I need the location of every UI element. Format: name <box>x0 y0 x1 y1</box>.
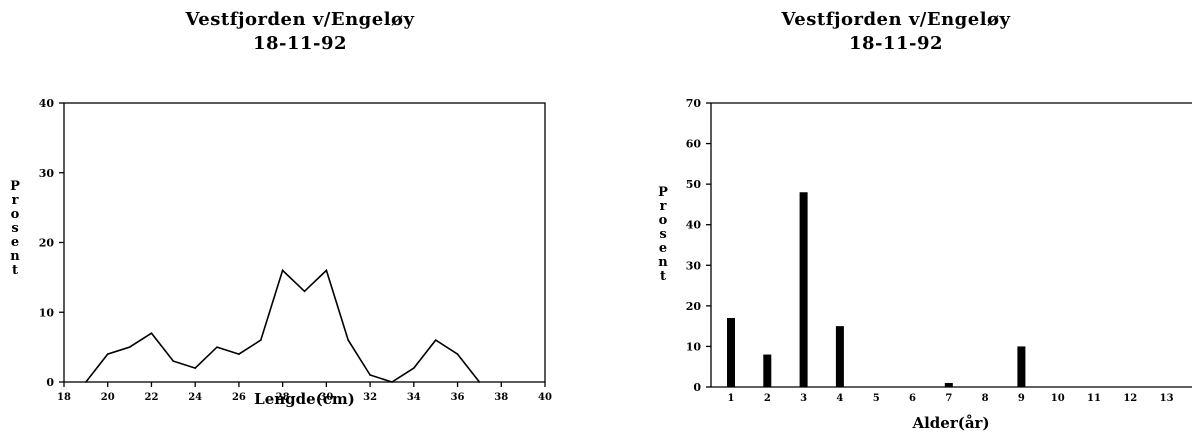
plot-frame <box>63 102 546 383</box>
y-axis-label-char: P <box>658 185 668 200</box>
data-point <box>347 339 350 341</box>
y-tick-label: 10 <box>686 340 702 353</box>
x-tick-label: 11 <box>1087 393 1101 404</box>
chart-title-line1: Vestfjorden v/Engeløy <box>781 9 1011 30</box>
data-point <box>128 346 131 348</box>
y-axis-label-char: o <box>659 213 668 228</box>
x-tick-label: 4 <box>836 393 843 404</box>
chart-title-line1: Vestfjorden v/Engeløy <box>185 9 415 30</box>
x-tick-label: 28 <box>276 392 290 403</box>
x-tick-label: 3 <box>800 393 807 404</box>
data-point <box>106 353 109 355</box>
data-point <box>456 353 459 355</box>
y-axis-label-char: P <box>10 179 20 194</box>
y-axis-label-char: s <box>659 227 666 242</box>
bar <box>944 382 953 387</box>
data-point <box>325 269 328 272</box>
y-tick-label: 10 <box>39 306 55 319</box>
y-axis-label-char: e <box>659 241 667 256</box>
y-tick-label: 40 <box>39 97 55 110</box>
x-axis-label: Lengde(cm) <box>254 390 355 408</box>
x-tick-label: 8 <box>982 393 989 404</box>
x-tick-label: 12 <box>1123 393 1137 404</box>
y-axis-label-char: e <box>11 235 19 250</box>
data-point <box>216 346 218 348</box>
y-axis-label-char: r <box>660 199 667 214</box>
y-axis-label-char: r <box>12 193 19 208</box>
y-tick-label: 20 <box>39 237 55 250</box>
data-point <box>238 353 240 355</box>
y-tick-label: 0 <box>693 381 701 394</box>
y-tick-label: 20 <box>686 300 702 313</box>
bar <box>1017 346 1026 387</box>
y-axis-label-char: n <box>10 249 20 264</box>
x-tick-label: 2 <box>764 393 771 404</box>
x-tick-label: 18 <box>57 392 71 403</box>
data-point <box>281 269 284 272</box>
x-axis-label: Alder(år) <box>911 414 989 432</box>
bar <box>799 192 808 387</box>
chart-title-line2: 18-11-92 <box>848 33 944 54</box>
x-tick-label: 30 <box>319 392 333 403</box>
x-tick-label: 36 <box>451 392 465 403</box>
x-tick-label: 26 <box>232 392 246 403</box>
data-point <box>259 339 262 341</box>
x-tick-label: 32 <box>363 392 377 403</box>
x-tick-label: 22 <box>144 392 158 403</box>
data-point <box>413 367 415 369</box>
data-point <box>478 381 481 383</box>
data-point <box>434 339 437 341</box>
x-tick-label: 9 <box>1018 393 1025 404</box>
x-tick-label: 20 <box>101 392 115 403</box>
y-axis-label-char: o <box>11 207 20 222</box>
y-tick-label: 0 <box>46 376 54 389</box>
data-point <box>391 381 393 383</box>
length-chart-panel: Vestfjorden v/Engeløy 18-11-92 0 10 20 30 40… <box>10 9 552 408</box>
length-line-chart: 0 10 20 30 40 18 20 22 24 26 28 30 32 34 36 38 40 Lengde(… <box>10 97 552 408</box>
y-tick-label: 30 <box>686 259 702 272</box>
data-point <box>172 360 175 362</box>
x-tick-label: 34 <box>407 392 421 403</box>
x-tick-label: 1 <box>728 393 735 404</box>
x-tick-label: 10 <box>1051 393 1065 404</box>
series-line <box>85 268 481 383</box>
x-tick-label: 24 <box>188 392 202 403</box>
y-tick-label: 70 <box>686 97 702 110</box>
data-point <box>303 290 306 293</box>
y-axis-label-char: t <box>660 269 666 284</box>
y-tick-label: 50 <box>686 178 702 191</box>
bar <box>727 318 735 387</box>
y-tick-label: 30 <box>39 167 55 180</box>
x-tick-label: 13 <box>1160 393 1174 404</box>
bar <box>835 326 844 387</box>
x-tick-label: 38 <box>494 392 508 403</box>
y-tick-label: 60 <box>686 138 702 151</box>
data-point <box>369 374 371 376</box>
data-point <box>150 332 153 334</box>
y-axis-label-char: s <box>11 221 18 236</box>
y-axis-label-char: n <box>658 255 668 270</box>
y-axis-label-char: t <box>12 263 18 278</box>
y-tick-label: 40 <box>686 219 702 232</box>
x-tick-label: 5 <box>873 393 880 404</box>
bar <box>763 354 772 387</box>
chart-title-line2: 18-11-92 <box>252 33 348 54</box>
x-tick-label: 7 <box>945 393 952 404</box>
x-tick-label: 6 <box>909 393 916 404</box>
data-point <box>85 381 87 383</box>
age-chart-panel: Vestfjorden v/Engeløy 18-11-92 0 10 20 30 40… <box>600 0 1192 447</box>
x-tick-label: 40 <box>538 392 552 403</box>
data-point <box>194 367 196 369</box>
